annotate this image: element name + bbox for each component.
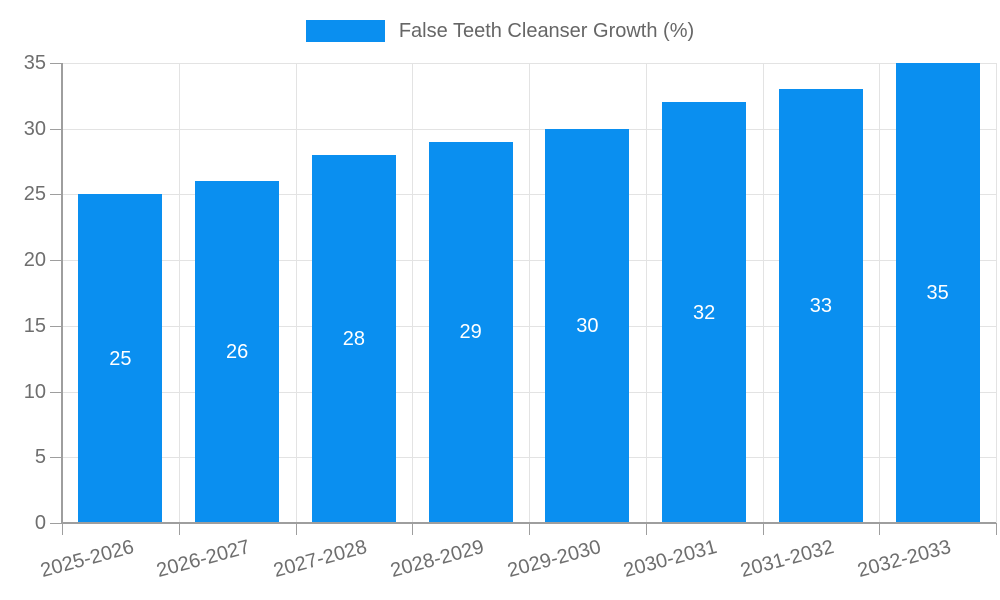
x-tick-label: 2025-2026 — [37, 536, 137, 583]
x-tick-label: 2029-2030 — [504, 536, 604, 583]
x-tick-mark — [529, 523, 530, 535]
y-tick-label: 5 — [34, 446, 46, 469]
bar[interactable] — [662, 102, 747, 523]
bar-value-label: 29 — [459, 321, 482, 344]
bar-value-label: 35 — [926, 282, 949, 304]
bar-value-label: 30 — [576, 314, 599, 337]
y-tick-mark — [50, 63, 62, 64]
x-gridline — [645, 63, 647, 523]
y-tick-mark — [50, 128, 62, 130]
y-tick-mark — [50, 523, 62, 524]
x-tick-mark — [178, 523, 180, 535]
x-tick-label: 2031-2032 — [738, 536, 837, 583]
legend-label: False Teeth Cleanser Growth (%) — [398, 19, 695, 42]
y-tick-label: 10 — [23, 380, 46, 403]
x-gridline — [996, 63, 997, 523]
bar[interactable] — [778, 89, 863, 523]
y-tick-mark — [50, 194, 62, 196]
x-tick-mark — [762, 523, 764, 535]
x-gridline — [879, 63, 881, 523]
x-tick-mark — [295, 523, 297, 535]
x-gridline — [529, 63, 530, 523]
y-tick-mark — [50, 457, 62, 459]
x-axis-line — [62, 522, 996, 524]
x-tick-label: 2027-2028 — [271, 536, 370, 583]
bar[interactable] — [895, 63, 980, 523]
bar[interactable] — [428, 141, 513, 523]
x-gridline — [412, 63, 414, 523]
chart-legend[interactable]: False Teeth Cleanser Growth (%) — [0, 18, 1000, 44]
y-axis-line — [61, 63, 63, 523]
y-tick-mark — [50, 260, 62, 262]
legend-swatch — [305, 20, 385, 42]
y-tick-label: 20 — [23, 249, 46, 272]
y-tick-mark — [50, 325, 62, 327]
x-gridline — [295, 63, 297, 523]
x-tick-label: 2032-2033 — [855, 536, 954, 583]
x-tick-mark — [62, 523, 63, 535]
bar-value-label: 25 — [109, 347, 132, 370]
bar[interactable] — [311, 155, 396, 523]
x-tick-label: 2028-2029 — [388, 536, 487, 583]
x-tick-mark — [645, 523, 647, 535]
y-tick-label: 0 — [34, 512, 46, 534]
x-tick-mark — [412, 523, 414, 535]
x-gridline — [762, 63, 764, 523]
bar-value-label: 28 — [342, 328, 365, 350]
y-tick-mark — [50, 391, 62, 393]
y-tick-label: 35 — [23, 52, 46, 74]
bar[interactable] — [545, 128, 630, 523]
bar-value-label: 26 — [226, 341, 249, 364]
y-tick-label: 30 — [23, 117, 46, 140]
bar[interactable] — [195, 181, 280, 523]
x-tick-mark — [996, 523, 997, 535]
bar[interactable] — [78, 194, 163, 523]
y-tick-label: 15 — [23, 314, 46, 337]
bar-value-label: 33 — [809, 295, 832, 318]
x-gridline — [178, 63, 180, 523]
x-tick-label: 2030-2031 — [621, 536, 720, 583]
x-tick-mark — [879, 523, 881, 535]
y-tick-label: 25 — [23, 183, 46, 206]
x-tick-label: 2026-2027 — [154, 536, 253, 583]
bar-value-label: 32 — [693, 301, 716, 324]
